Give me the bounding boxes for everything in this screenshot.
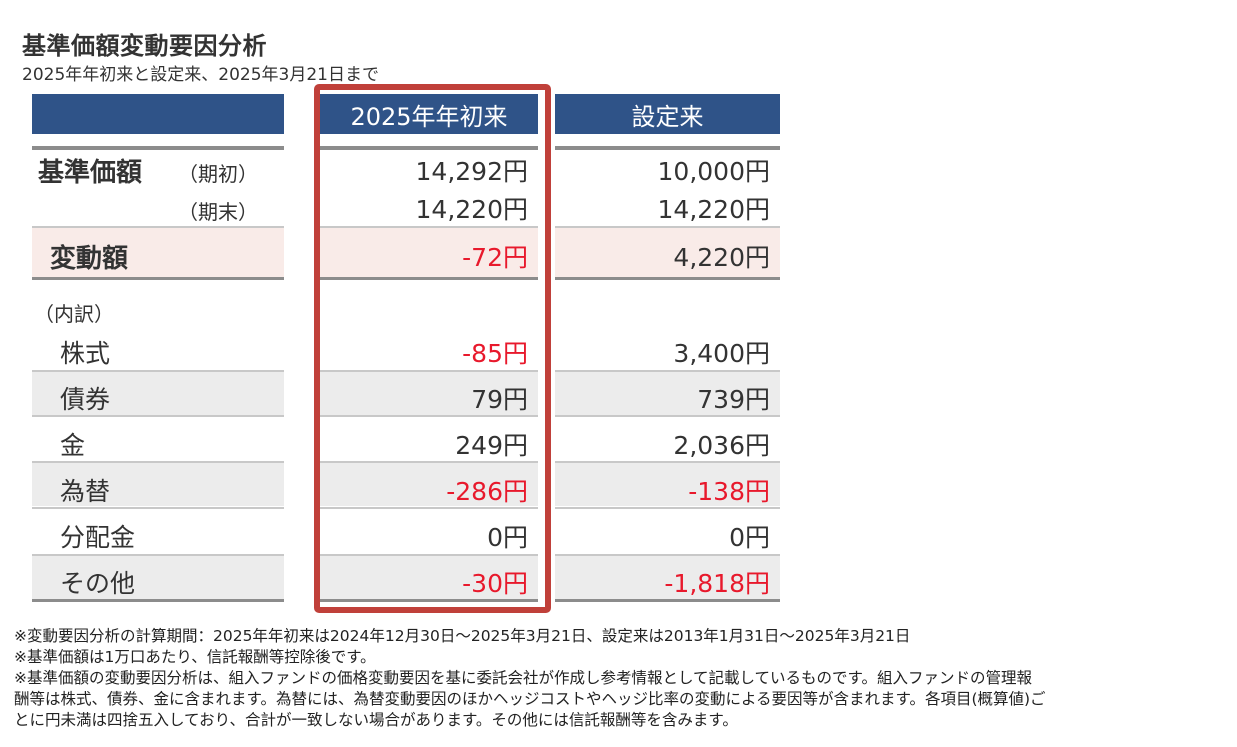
breakdown-label-distribution: 分配金 (60, 523, 136, 552)
footnote-method-2: 酬等は株式、債券、金に含まれます。為替には、為替変動要因のほかヘッジコストやヘッ… (14, 690, 1046, 708)
change-bottom-rule (32, 277, 284, 280)
breakdown-row-bg (555, 555, 780, 599)
change-row-bg (32, 228, 284, 278)
nav-start-ytd: 14,292円 (415, 157, 528, 186)
header-ytd: 2025年年初来 (320, 94, 538, 134)
breakdown-row-bg (32, 462, 284, 506)
row-separator (32, 554, 284, 556)
bottom-rule (320, 599, 538, 602)
breakdown-label-stocks: 株式 (60, 339, 111, 368)
footnote-period: ※変動要因分析の計算期間：2025年年初来は2024年12月30日～2025年3… (14, 627, 911, 645)
breakdown-row-bg (320, 555, 538, 599)
breakdown-label: （内訳） (34, 302, 114, 326)
header-since-inception: 設定来 (555, 94, 780, 134)
breakdown-label-gold: 金 (60, 431, 86, 460)
nav-start-since: 10,000円 (657, 157, 770, 186)
row-separator (320, 461, 538, 463)
change-row-bg (555, 228, 780, 278)
nav-end-label: （期末） (178, 200, 258, 224)
breakdown-label-bonds: 債券 (60, 385, 111, 414)
breakdown-stocks-since: 3,400円 (673, 339, 770, 368)
row-separator (32, 461, 284, 463)
change-bottom-rule (320, 277, 538, 280)
breakdown-fx-ytd: -286円 (446, 477, 528, 506)
change-ytd: -72円 (462, 243, 528, 272)
top-rule (320, 146, 538, 150)
row-separator (555, 461, 780, 463)
breakdown-row-bg (32, 371, 284, 415)
page-subtitle: 2025年年初来と設定来、2025年3月21日まで (22, 65, 379, 85)
breakdown-fx-since: -138円 (688, 477, 770, 506)
ytd-highlight-box (314, 84, 551, 613)
change-row-bg (320, 228, 538, 278)
breakdown-distribution-since: 0円 (729, 523, 770, 552)
breakdown-distribution-ytd: 0円 (487, 523, 528, 552)
change-label: 変動額 (50, 244, 129, 274)
breakdown-gold-since: 2,036円 (673, 431, 770, 460)
nav-label: 基準価額 (38, 158, 143, 188)
breakdown-bonds-ytd: 79円 (471, 385, 528, 414)
row-separator (32, 370, 284, 372)
change-bottom-rule (555, 277, 780, 280)
footnotes: ※変動要因分析の計算期間：2025年年初来は2024年12月30日～2025年3… (14, 626, 1214, 731)
footnote-method-1: ※基準価額の変動要因分析は、組入ファンドの価格変動要因を基に委託会社が作成し参考… (14, 669, 1033, 687)
row-separator (555, 370, 780, 372)
breakdown-row-bg (555, 371, 780, 415)
breakdown-bonds-since: 739円 (697, 385, 770, 414)
row-separator (555, 554, 780, 556)
footnote-method-3: とに円未満は四捨五入しており、合計が一致しない場合があります。その他には信託報酬… (14, 711, 738, 729)
change-since: 4,220円 (673, 243, 770, 272)
nav-end-ytd: 14,220円 (415, 195, 528, 224)
breakdown-stocks-ytd: -85円 (462, 339, 528, 368)
nav-end-since: 14,220円 (657, 195, 770, 224)
row-separator (555, 226, 780, 228)
header-blank-cell (32, 94, 284, 134)
row-separator (320, 370, 538, 372)
breakdown-gold-ytd: 249円 (455, 431, 528, 460)
page-title: 基準価額変動要因分析 (22, 32, 267, 60)
row-separator (320, 507, 538, 509)
bottom-rule (555, 599, 780, 602)
top-rule (555, 146, 780, 150)
row-separator (32, 415, 284, 417)
breakdown-other-since: -1,818円 (664, 569, 770, 598)
nav-start-label: （期初） (178, 162, 258, 186)
row-separator (32, 507, 284, 509)
breakdown-row-bg (32, 555, 284, 599)
bottom-rule (32, 599, 284, 602)
breakdown-row-bg (320, 371, 538, 415)
breakdown-label-fx: 為替 (60, 477, 111, 506)
top-rule (32, 146, 284, 150)
footnote-unit: ※基準価額は1万口あたり、信託報酬等控除後です。 (14, 648, 376, 666)
row-separator (320, 415, 538, 417)
row-separator (320, 226, 538, 228)
breakdown-label-other: その他 (60, 569, 136, 598)
row-separator (555, 415, 780, 417)
breakdown-other-ytd: -30円 (462, 569, 528, 598)
breakdown-row-bg (320, 462, 538, 506)
row-separator (32, 226, 284, 228)
row-separator (320, 554, 538, 556)
row-separator (555, 507, 780, 509)
breakdown-row-bg (555, 462, 780, 506)
